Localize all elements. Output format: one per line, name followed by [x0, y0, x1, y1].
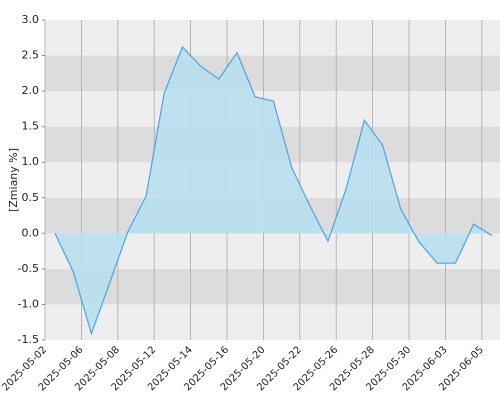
y-tick-label: 0.5 [22, 191, 40, 204]
y-tick-label: -1.0 [18, 297, 39, 310]
y-tick-label: 1.0 [22, 155, 40, 168]
y-tick-label: 2.0 [22, 84, 40, 97]
band [45, 268, 500, 305]
line [54, 45, 493, 336]
y-tick-label: 3.0 [22, 13, 40, 26]
y-tick-label: 1.5 [22, 120, 40, 133]
y-tick-label: 0.0 [22, 226, 40, 239]
band [45, 55, 500, 92]
y-tick-label: 2.5 [22, 49, 40, 62]
band [45, 304, 500, 340]
band [45, 20, 500, 56]
y-axis-label: [Zmiany %] [7, 148, 20, 212]
y-tick-label: -0.5 [18, 262, 39, 275]
area [55, 47, 492, 334]
y-tick-label: -1.5 [18, 333, 39, 346]
